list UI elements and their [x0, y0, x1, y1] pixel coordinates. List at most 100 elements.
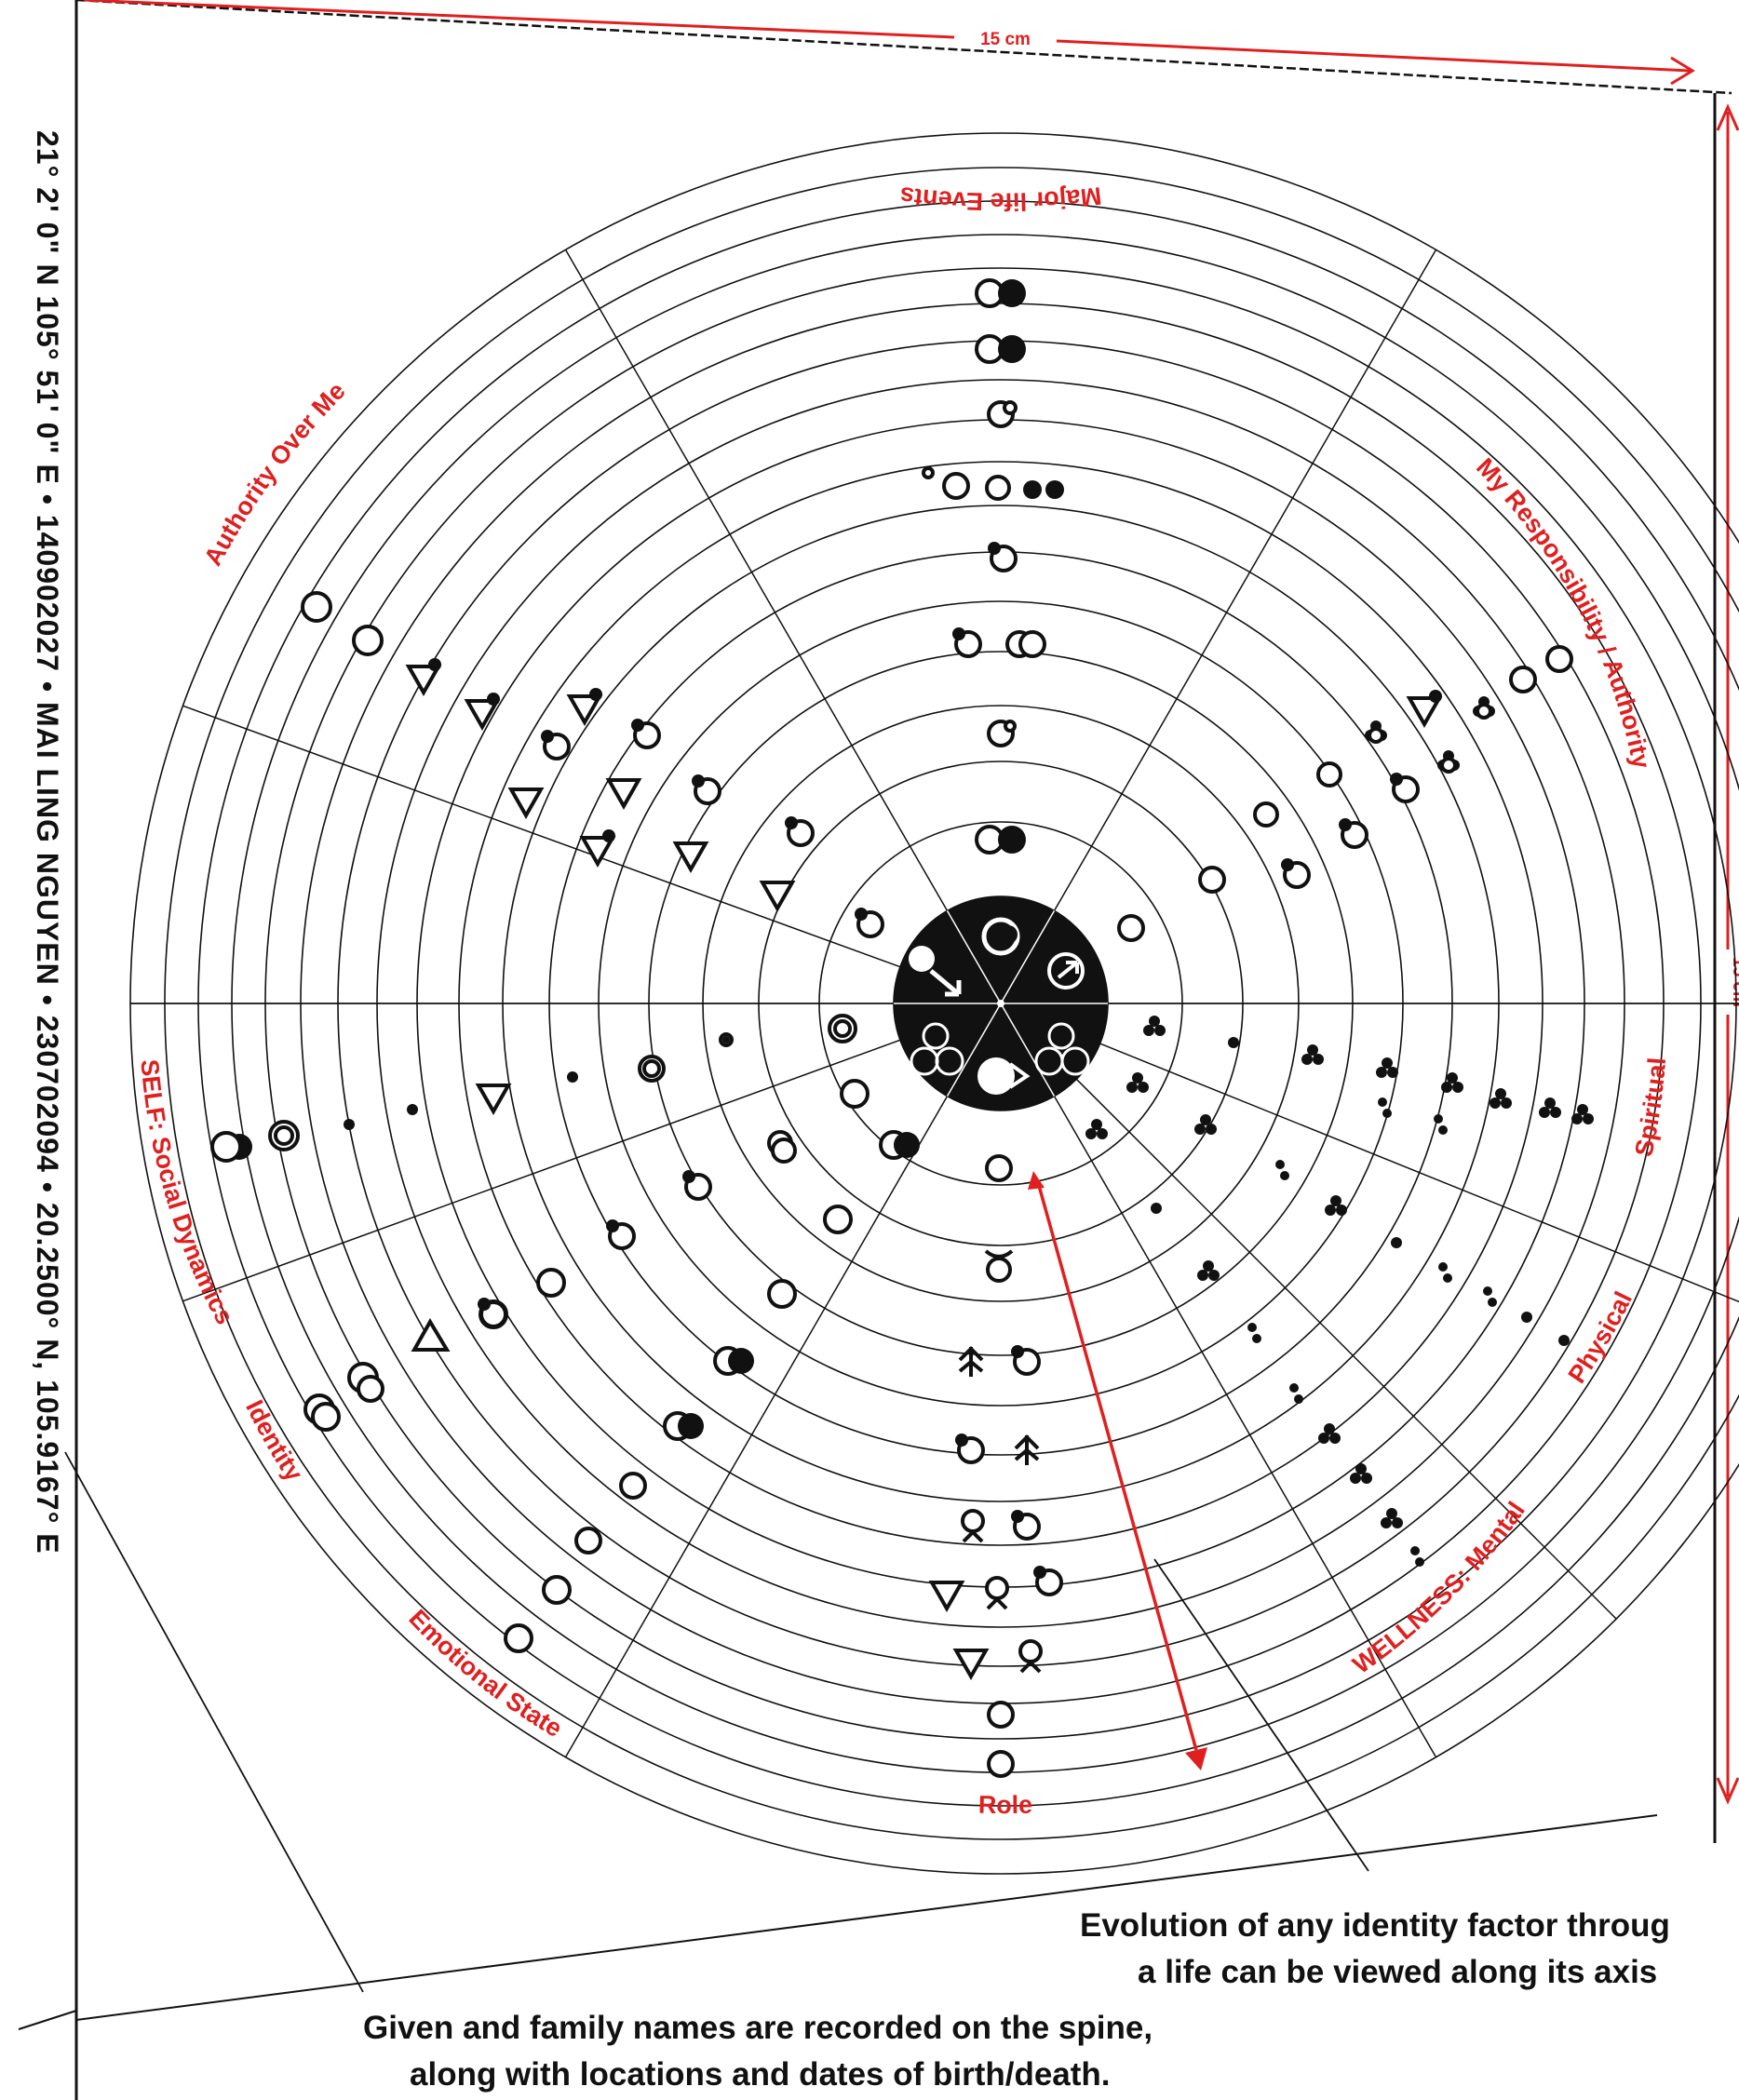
- crescent-moon-icon: [981, 917, 1020, 956]
- dot-glyph: [988, 542, 1001, 555]
- dot-glyph: [1275, 1160, 1285, 1169]
- dot-glyph: [1294, 1394, 1303, 1404]
- sector-label-identity: Identity: [240, 1395, 308, 1486]
- dot-glyph: [1415, 1557, 1424, 1567]
- double-ring-icon: [1060, 1046, 1090, 1076]
- dot-glyph: [1154, 1025, 1166, 1036]
- dot-glyph: [1252, 1334, 1261, 1343]
- ring-glyph: [942, 472, 970, 500]
- dot-glyph: [1200, 1114, 1211, 1125]
- hub-divider: [946, 1003, 1002, 1097]
- double-ring-icon: [935, 1046, 964, 1076]
- sector-divider: [564, 249, 949, 911]
- dot-glyph: [1011, 1345, 1024, 1358]
- ring-glyph: [1117, 914, 1145, 942]
- dot-glyph: [478, 1298, 491, 1311]
- leader-lines: [64, 1451, 1369, 1993]
- sector-label-emotional-state: Emotional State: [403, 1604, 567, 1743]
- figure-glyph: [1019, 1660, 1042, 1674]
- ring-glyph: [311, 1402, 341, 1432]
- sector-label-major-life-events: Major life Events: [898, 182, 1103, 216]
- ring-glyph: [922, 466, 935, 479]
- dot-glyph: [955, 1434, 968, 1447]
- triangle-glyph: [475, 1084, 512, 1116]
- dot-glyph: [1318, 1433, 1329, 1444]
- dot-glyph: [1151, 1203, 1162, 1214]
- dot-glyph: [1206, 1124, 1217, 1135]
- triangle-glyph: [1406, 696, 1443, 729]
- dot-glyph: [1571, 1113, 1583, 1124]
- dot-glyph: [1045, 480, 1064, 499]
- dot-glyph: [1583, 1113, 1594, 1124]
- ring-glyph: [1018, 1639, 1043, 1663]
- dot-glyph: [1438, 1262, 1448, 1272]
- dot-glyph: [1382, 1109, 1392, 1118]
- dot-glyph: [1378, 1097, 1387, 1107]
- dot-glyph: [1097, 1128, 1108, 1139]
- arrow-ring-icon: [977, 1057, 1015, 1095]
- dot-glyph: [1355, 1463, 1367, 1474]
- dot-glyph: [1307, 1044, 1318, 1056]
- triangle-glyph: [405, 665, 442, 697]
- sector-label-my-responsibility: My Responsibility / Authority: [1471, 452, 1655, 771]
- sector-label-role: Role: [978, 1791, 1033, 1819]
- dot-glyph: [1577, 1104, 1588, 1115]
- spine-caption-line-1: Given and family names are recorded on t…: [363, 2010, 1153, 2046]
- crescent-cut: [999, 925, 1018, 944]
- dot-glyph: [855, 908, 868, 921]
- dot-glyph: [1387, 1067, 1398, 1078]
- dot-glyph: [1381, 1517, 1392, 1528]
- dot-glyph: [1495, 1088, 1506, 1099]
- dot-glyph: [487, 693, 500, 706]
- width-dimension-label: 15 cm: [980, 30, 1031, 49]
- taurus-glyph: [984, 1249, 1014, 1259]
- ring-glyph: [1253, 801, 1279, 828]
- dot-glyph: [1149, 1016, 1160, 1027]
- dot-glyph: [1558, 1335, 1570, 1346]
- dot-glyph: [1281, 858, 1294, 871]
- dot-glyph: [1447, 1072, 1458, 1084]
- hub-divider: [1000, 910, 1056, 1004]
- dot-glyph: [602, 829, 615, 842]
- hub-divider: [1000, 1003, 1056, 1097]
- dot-glyph: [1289, 1383, 1299, 1393]
- ring-glyph: [771, 1138, 797, 1164]
- dot-glyph: [1452, 1082, 1463, 1093]
- triangle-glyph: [566, 694, 603, 727]
- dot-glyph: [722, 1036, 730, 1043]
- ring-glyph: [301, 591, 332, 623]
- sector-label-spiritual: Spiritual: [1629, 1057, 1671, 1159]
- dot-glyph: [1386, 1508, 1397, 1519]
- triangle-glyph: [411, 1318, 451, 1352]
- hub-divider: [946, 910, 1002, 1004]
- triangle-glyph: [672, 841, 709, 874]
- filled-dot-glyph: [998, 335, 1026, 363]
- dot-glyph: [1203, 1260, 1214, 1272]
- dot-glyph: [1280, 1171, 1289, 1180]
- dot-glyph: [1197, 1270, 1208, 1281]
- dot-glyph: [1390, 773, 1403, 786]
- dot-glyph: [631, 719, 644, 732]
- half-moon-glyph: [728, 1348, 754, 1374]
- dot-glyph: [541, 730, 554, 743]
- sector-label-wellness-mental: WELLNESS: Mental: [1348, 1497, 1530, 1679]
- axis-arrow: [1028, 1171, 1207, 1770]
- dot-glyph: [1138, 1082, 1149, 1093]
- ring-glyph: [504, 1623, 533, 1653]
- dot-glyph: [1376, 1067, 1387, 1078]
- ring-glyph: [352, 625, 384, 656]
- dot-glyph: [1443, 1273, 1452, 1283]
- half-moon-glyph: [678, 1413, 704, 1439]
- ring-glyph: [1018, 630, 1046, 658]
- dot-glyph: [1143, 1025, 1154, 1036]
- dot-glyph: [1330, 1195, 1341, 1206]
- triangle-glyph: [952, 1649, 990, 1681]
- dot-glyph: [1011, 1510, 1024, 1523]
- ring-glyph: [274, 1125, 294, 1146]
- spine-caption-line-2: along with locations and dates of birth/…: [410, 2056, 1111, 2093]
- dot-glyph: [1434, 1114, 1443, 1124]
- ring-glyph: [767, 1279, 797, 1309]
- triangle-glyph: [605, 778, 642, 811]
- ring-glyph: [574, 1527, 602, 1555]
